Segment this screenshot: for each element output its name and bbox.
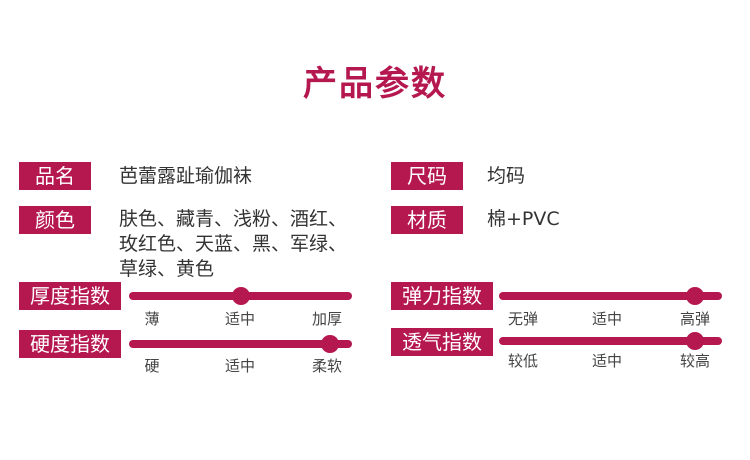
thickness-index-label: 厚度指数 [19, 282, 121, 310]
elasticity-index-label: 弹力指数 [391, 282, 493, 310]
elasticity-tick-high: 高弹 [679, 310, 711, 328]
breathability-index-bar [499, 332, 722, 350]
material-value: 棉+PVC [487, 208, 560, 230]
elasticity-index-marker [686, 287, 705, 305]
color-value-line: 草绿、黄色 [119, 258, 215, 280]
elasticity-tick-mid: 适中 [591, 310, 623, 328]
hardness-index-marker [320, 335, 339, 353]
name-value: 芭蕾露趾瑜伽袜 [119, 165, 253, 187]
hardness-tick-low: 硬 [144, 357, 160, 375]
color-value-line: 玫红色、天蓝、黑、军绿、 [119, 233, 348, 255]
size-value: 均码 [487, 165, 526, 187]
breathability-tick-mid: 适中 [591, 352, 623, 370]
material-label: 材质 [391, 206, 463, 234]
color-value: 肤色、藏青、浅粉、酒红、 玫红色、天蓝、黑、军绿、 草绿、黄色 [119, 207, 347, 282]
breathability-index-label: 透气指数 [391, 328, 493, 356]
hardness-tick-mid: 适中 [224, 357, 256, 375]
breathability-tick-high: 较高 [679, 352, 711, 370]
color-value-line: 肤色、藏青、浅粉、酒红、 [119, 208, 348, 230]
elasticity-tick-low: 无弹 [507, 310, 539, 328]
hardness-index-label: 硬度指数 [19, 330, 121, 358]
thickness-tick-low: 薄 [144, 310, 160, 328]
thickness-tick-mid: 适中 [224, 310, 256, 328]
color-label: 颜色 [19, 206, 91, 234]
name-label: 品名 [19, 162, 91, 190]
hardness-index-bar [129, 335, 352, 353]
breathability-tick-low: 较低 [507, 352, 539, 370]
elasticity-index-bar [499, 287, 722, 305]
thickness-index-marker [231, 287, 250, 305]
thickness-tick-high: 加厚 [311, 310, 343, 328]
size-label: 尺码 [391, 162, 463, 190]
hardness-tick-high: 柔软 [311, 357, 343, 375]
page-title: 产品参数 [303, 64, 447, 104]
breathability-index-marker [686, 332, 705, 350]
thickness-index-bar [129, 287, 352, 305]
